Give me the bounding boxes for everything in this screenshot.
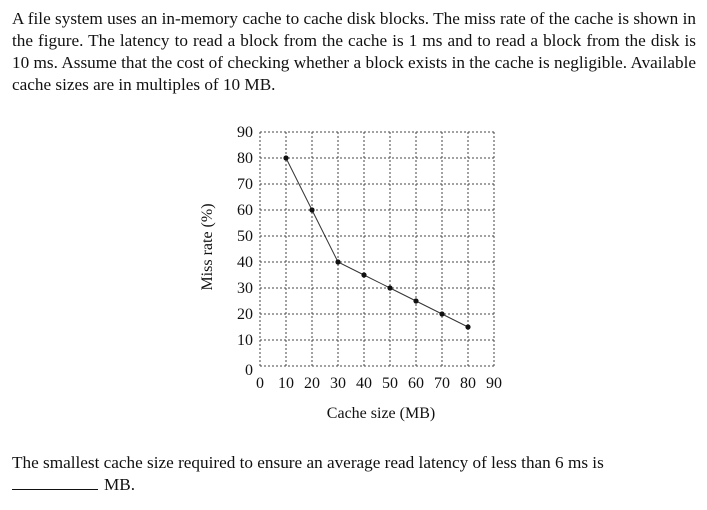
- answer-blank[interactable]: [12, 475, 98, 490]
- data-point: [309, 207, 315, 213]
- data-point: [283, 155, 289, 161]
- series-line: [285, 157, 469, 328]
- y-axis-label: Miss rate (%): [199, 203, 216, 290]
- x-tick-label: 50: [382, 375, 398, 392]
- y-tick-label: 0: [245, 362, 253, 379]
- y-tick-label: 40: [237, 254, 253, 271]
- series-miss-rate: [283, 155, 471, 330]
- y-tick-label: 70: [237, 176, 253, 193]
- y-tick-label: 80: [237, 150, 253, 167]
- y-tick-label: 20: [237, 306, 253, 323]
- problem-statement: A file system uses an in-memory cache to…: [12, 9, 696, 94]
- x-axis-label: Cache size (MB): [327, 405, 435, 422]
- data-point: [335, 259, 341, 265]
- data-point: [361, 272, 367, 278]
- x-tick-label: 80: [460, 375, 476, 392]
- x-tick-labels: 0 10 20 30 40 50 60 70 80 90: [256, 375, 502, 392]
- question: The smallest cache size required to ensu…: [12, 452, 696, 496]
- x-tick-label: 10: [278, 375, 294, 392]
- x-tick-label: 0: [256, 375, 264, 392]
- y-tick-label: 30: [237, 280, 253, 297]
- y-tick-label: 60: [237, 202, 253, 219]
- data-point: [413, 298, 419, 304]
- y-tick-label: 10: [237, 332, 253, 349]
- chart-axes: [259, 132, 494, 367]
- y-tick-labels: 0 10 20 30 40 50 60 70 80 90: [237, 124, 253, 379]
- chart-grid: [260, 131, 495, 366]
- x-tick-label: 40: [356, 375, 372, 392]
- y-tick-label: 90: [237, 124, 253, 141]
- question-text: The smallest cache size required to ensu…: [12, 453, 604, 472]
- answer-unit: MB.: [104, 475, 136, 494]
- data-point: [465, 324, 471, 330]
- y-tick-label: 50: [237, 228, 253, 245]
- x-tick-label: 60: [408, 375, 424, 392]
- x-tick-label: 30: [330, 375, 346, 392]
- data-point: [439, 311, 445, 317]
- x-tick-label: 90: [486, 375, 502, 392]
- x-tick-label: 20: [304, 375, 320, 392]
- x-tick-label: 70: [434, 375, 450, 392]
- data-point: [387, 285, 393, 291]
